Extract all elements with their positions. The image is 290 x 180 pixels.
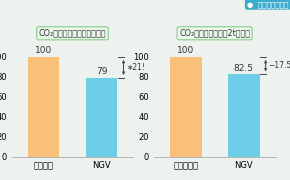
Bar	[86, 78, 117, 157]
Bar	[228, 74, 260, 157]
Text: 79: 79	[96, 67, 107, 76]
Bar	[28, 57, 59, 157]
Text: ∗21!: ∗21!	[126, 63, 145, 72]
Text: 100: 100	[177, 46, 194, 55]
Text: CO₂排出量の比較（2t㛷物）: CO₂排出量の比較（2t㛷物）	[179, 29, 250, 38]
Bar	[170, 57, 202, 157]
Text: ●  クリックで拡大: ● クリックで拡大	[247, 1, 289, 8]
Text: CO₂排出量の比較（乗用車）: CO₂排出量の比較（乗用車）	[39, 29, 106, 38]
Text: −17.5%: −17.5%	[269, 61, 290, 70]
Text: 82.5: 82.5	[234, 64, 253, 73]
Text: 100: 100	[35, 46, 52, 55]
